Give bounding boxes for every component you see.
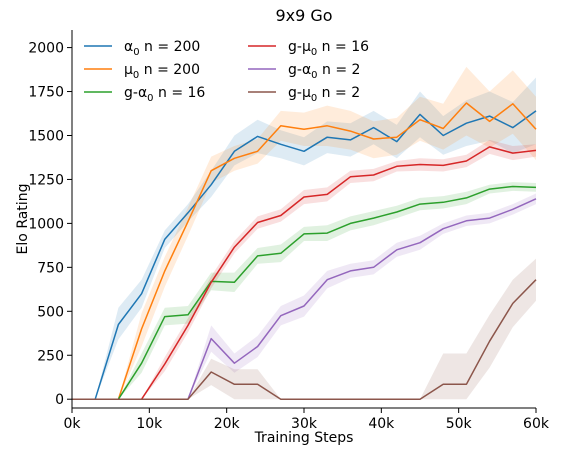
- series-4-confidence-band: [72, 193, 536, 400]
- x-axis-title: Training Steps: [254, 430, 354, 446]
- y-tick-label: 1000: [28, 216, 64, 232]
- y-tick-label: 250: [37, 348, 64, 364]
- legend-label-3: g-μ0 n = 16: [288, 39, 369, 58]
- legend-label-2: g-α0 n = 16: [124, 85, 205, 104]
- chart-title: 9x9 Go: [275, 6, 332, 25]
- y-tick-label: 1750: [28, 85, 64, 101]
- x-tick-label: 20k: [214, 416, 241, 432]
- confidence-bands: [72, 66, 536, 400]
- series-1-confidence-band: [72, 66, 536, 400]
- x-tick-label: 0k: [63, 416, 81, 432]
- series-0-line: [72, 110, 537, 400]
- series-lines: [72, 102, 537, 400]
- y-tick-label: 500: [37, 304, 64, 320]
- x-tick-label: 10k: [136, 416, 163, 432]
- y-tick-label: 1500: [28, 128, 64, 144]
- y-tick-label: 750: [37, 260, 64, 276]
- y-tick-label: 0: [55, 392, 64, 408]
- series-3-line: [72, 146, 537, 400]
- legend-label-1: μ0 n = 200: [124, 62, 200, 81]
- x-tick-label: 50k: [446, 416, 473, 432]
- legend-label-5: g-μ0 n = 2: [288, 85, 360, 104]
- x-tick-label: 60k: [523, 416, 550, 432]
- axes: 0k 10k 20k 30k 40k 50k 60k 0 250 500 750 1000 1250 15…: [28, 30, 550, 432]
- y-tick-label: 2000: [28, 41, 64, 57]
- legend-label-4: g-α0 n = 2: [288, 62, 360, 81]
- series-2-line: [72, 185, 537, 400]
- legend-label-0: α0 n = 200: [124, 39, 200, 58]
- series-5-line: [72, 279, 537, 400]
- x-tick-label: 40k: [368, 416, 395, 432]
- x-tick-label: 30k: [291, 416, 318, 432]
- legend: α0 n = 200 μ0 n = 200 g-α0 n = 16 g-μ0 n = …: [84, 39, 369, 104]
- series-1-line: [72, 102, 537, 400]
- y-tick-label: 1250: [28, 172, 64, 188]
- series-3-confidence-band: [72, 139, 536, 400]
- y-axis-title: Elo Rating: [15, 184, 31, 255]
